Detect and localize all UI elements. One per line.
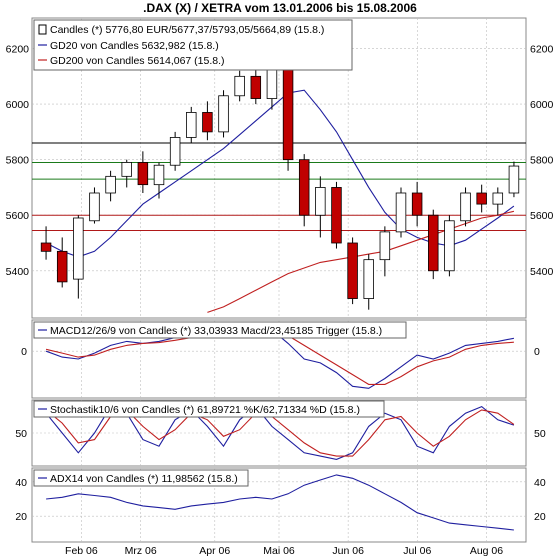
adx-legend: ADX14 von Candles (*) 11,98562 (15.8.): [33, 469, 249, 487]
gd200-line: [207, 210, 515, 313]
candle-body: [331, 187, 342, 244]
candle-body: [186, 112, 197, 138]
macd-y-tick-right: 0: [534, 346, 540, 358]
candle-body: [492, 192, 504, 205]
price-y-tick-left: 5400: [6, 266, 30, 278]
adx-y-tick-right: 40: [534, 477, 546, 489]
candle-body: [282, 67, 294, 161]
candle-body: [363, 259, 374, 299]
price-y-tick-right: 6000: [530, 99, 554, 111]
candle-body: [105, 175, 116, 194]
adx-y-tick-right: 20: [534, 511, 546, 523]
price-legend: Candles (*) 5776,80 EUR/5677,37/5793,05/…: [33, 19, 353, 71]
candle-body: [476, 192, 487, 205]
adx-legend-label: ADX14 von Candles (*) 11,98562 (15.8.): [50, 473, 238, 485]
price-y-tick-right: 5400: [530, 266, 554, 278]
price-y-tick-right: 5800: [530, 155, 554, 167]
macd-legend: MACD12/26/9 von Candles (*) 33,03933 Mac…: [33, 321, 407, 339]
adx-y-tick-left: 40: [15, 477, 27, 489]
candle-body: [169, 137, 181, 166]
chart-title: .DAX (X) / XETRA vom 13.01.2006 bis 15.0…: [143, 1, 417, 15]
candles-legend-label: Candles (*) 5776,80 EUR/5677,37/5793,05/…: [50, 24, 324, 36]
candle-body: [379, 231, 391, 261]
price-y-tick-left: 5800: [6, 155, 30, 167]
stoch-y-tick-left: 50: [15, 428, 27, 440]
adx-series-line: [46, 474, 514, 531]
candle-body: [315, 187, 326, 216]
candle-body: [73, 217, 84, 280]
candles-legend-swatch: [38, 24, 47, 35]
candle-body: [428, 214, 439, 272]
candle-body: [508, 165, 520, 194]
price-y-tick-right: 5600: [530, 210, 554, 222]
candle-body: [444, 220, 455, 272]
price-legend-box: [33, 19, 353, 71]
gd20-legend-label: GD20 von Candles 5632,982 (15.8.): [50, 40, 219, 52]
candle-body: [395, 192, 407, 233]
candle-body: [121, 162, 132, 177]
x-tick-label: Mai 06: [263, 545, 295, 557]
stoch-legend-label: Stochastik10/6 von Candles (*) 61,89721 …: [50, 404, 360, 416]
candle-body: [460, 192, 471, 222]
x-tick-label: Jun 06: [332, 545, 364, 557]
stoch-legend-box: [33, 400, 385, 418]
candle-body: [250, 75, 262, 99]
price-y-tick-left: 6000: [6, 99, 30, 111]
stoch-legend: Stochastik10/6 von Candles (*) 61,89721 …: [33, 400, 385, 418]
macd-legend-label: MACD12/26/9 von Candles (*) 33,03933 Mac…: [50, 325, 382, 337]
price-y-tick-left: 6200: [6, 44, 30, 56]
candle-body: [347, 242, 358, 299]
candle-body: [218, 95, 229, 133]
candle-body: [234, 75, 245, 97]
gd200-legend-label: GD200 von Candles 5614,067 (15.8.): [50, 55, 225, 67]
candle-body: [40, 242, 52, 252]
macd-legend-box: [33, 321, 407, 339]
candle-body: [56, 250, 68, 283]
price-y-tick-left: 5600: [6, 210, 30, 222]
adx-legend-box: [33, 469, 249, 487]
candle-body: [89, 192, 100, 222]
adx-y-tick-left: 20: [15, 511, 27, 523]
candle-body: [153, 164, 165, 186]
candle-body: [202, 112, 213, 133]
x-tick-label: Feb 06: [65, 545, 98, 557]
macd-y-tick-left: 0: [21, 346, 27, 358]
candle-body: [137, 162, 149, 186]
x-tick-label: Mrz 06: [125, 545, 157, 557]
candle-body: [298, 159, 310, 216]
candle-body: [411, 192, 423, 216]
x-tick-label: Aug 06: [470, 545, 503, 557]
price-y-tick-right: 6200: [530, 44, 554, 56]
candle-body: [266, 67, 278, 99]
x-tick-label: Jul 06: [403, 545, 431, 557]
x-tick-label: Apr 06: [199, 545, 230, 557]
stoch-y-tick-right: 50: [534, 428, 546, 440]
